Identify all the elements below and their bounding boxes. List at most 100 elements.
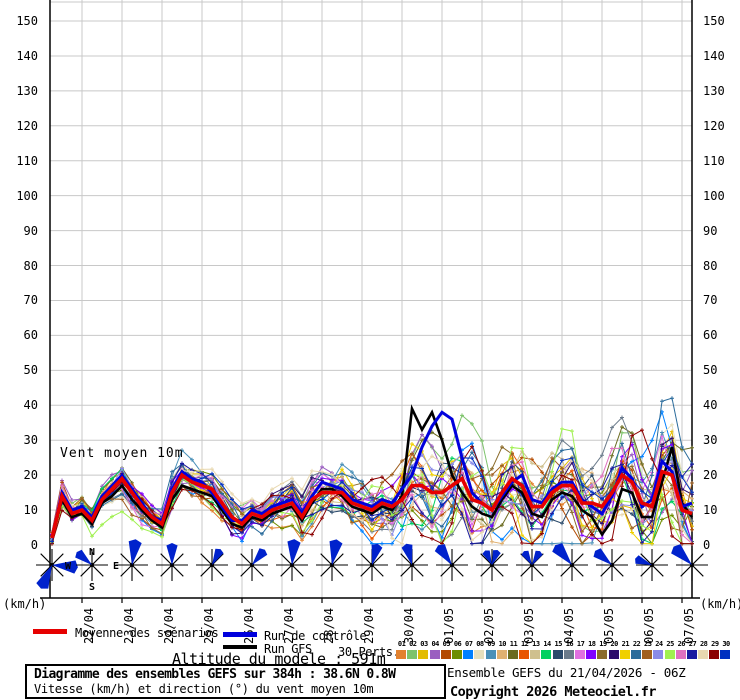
wind-direction-wedge	[671, 544, 692, 565]
member-color-swatch	[575, 650, 585, 659]
wind-direction-wedge	[635, 555, 652, 565]
member-number: 28	[699, 640, 708, 648]
member-number: 25	[666, 640, 674, 648]
y-tick-label-right: 80	[703, 258, 718, 273]
member-color-swatch	[507, 650, 518, 659]
x-date-label: 26/04	[242, 607, 256, 644]
member-color-swatch	[496, 650, 507, 659]
y-tick-label-right: 10	[703, 503, 718, 518]
member-color-swatch	[597, 650, 608, 659]
member-number: 17	[576, 640, 585, 648]
y-tick-label-left: 50	[23, 363, 38, 378]
wind-direction-wedge	[166, 543, 178, 565]
y-tick-label-left: 130	[16, 83, 38, 98]
member-number: 07	[465, 640, 473, 648]
control-line-swatch	[223, 632, 257, 637]
wind-direction-wedge	[128, 539, 142, 565]
y-tick-label-left: 110	[16, 153, 38, 168]
member-number: 27	[688, 640, 697, 648]
chart-title-box: Diagramme des ensembles GEFS sur 384h : …	[25, 664, 446, 699]
compass-label-s: S	[89, 582, 95, 593]
y-axis-unit-right: (km/h)	[700, 597, 740, 611]
y-tick-label-right: 50	[703, 363, 718, 378]
member-color-swatch	[720, 650, 731, 659]
member-color-swatch	[418, 650, 429, 659]
member-number: 29	[711, 640, 719, 648]
y-axis-unit-left: (km/h)	[3, 597, 47, 611]
member-number: 06	[453, 640, 462, 648]
wind-direction-wedge	[482, 550, 492, 565]
control-legend-label: Run de contrôle	[264, 629, 367, 643]
member-number: 03	[420, 640, 428, 648]
y-tick-label-right: 150	[703, 14, 725, 28]
y-tick-label-right: 40	[703, 398, 718, 413]
member-color-swatch	[586, 650, 597, 659]
y-tick-label-left: 20	[23, 468, 38, 483]
y-tick-label-left: 30	[23, 433, 38, 448]
member-color-swatch	[541, 650, 552, 659]
wind-direction-wedge	[75, 549, 92, 565]
wind-direction-wedge	[521, 550, 532, 565]
y-tick-label-right: 140	[703, 48, 725, 63]
member-number: 15	[554, 640, 563, 648]
member-number: 01	[397, 640, 406, 648]
y-tick-label-right: 0	[703, 538, 711, 552]
y-tick-label-right: 20	[703, 468, 718, 483]
y-tick-label-left: 90	[23, 223, 38, 238]
wind-direction-wedge	[371, 543, 383, 565]
wind-direction-wedge	[252, 548, 268, 565]
member-number: 23	[644, 640, 652, 648]
member-color-swatch	[608, 650, 619, 659]
member-color-swatch	[563, 650, 574, 659]
member-color-swatch	[653, 650, 664, 659]
y-tick-label-left: 120	[16, 118, 38, 133]
compass-label-w: W	[65, 561, 72, 572]
member-number: 30	[722, 640, 730, 648]
y-tick-label-left: 100	[16, 188, 38, 203]
y-tick-label-left: 10	[23, 503, 38, 518]
member-number-row: 01 02 03 04 05 06 07 08 09 10 11 12 13 14 15 16 17 18 19 20…	[396, 640, 732, 648]
member-number: 09	[487, 640, 495, 648]
y-tick-label-right: 30	[703, 433, 718, 448]
y-tick-label-right: 100	[703, 188, 725, 203]
wind-direction-wedge	[593, 548, 612, 565]
member-number: 19	[599, 640, 607, 648]
run-info-label: Ensemble GEFS du 21/04/2026 - 06Z	[447, 665, 686, 680]
y-tick-label-left: 60	[23, 328, 38, 343]
x-date-label: 07/05	[682, 607, 696, 644]
y-tick-label-left: 150	[16, 14, 38, 28]
mean-legend-label: Moyenne des scénarios	[75, 626, 219, 640]
member-color-swatch	[451, 650, 462, 659]
member-color-row	[396, 650, 732, 659]
ensemble-mean-line	[50, 469, 693, 539]
member-number: 08	[476, 640, 484, 648]
member-number: 13	[532, 640, 540, 648]
wind-direction-wedge	[532, 550, 543, 565]
member-color-swatch	[675, 650, 686, 659]
x-date-label: 03/05	[522, 607, 536, 644]
member-color-swatch	[429, 650, 440, 659]
member-number: 18	[588, 640, 596, 648]
x-date-label: 05/05	[602, 607, 616, 644]
member-number: 04	[431, 640, 439, 648]
x-date-label: 04/05	[562, 607, 576, 644]
y-tick-label-right: 90	[703, 223, 718, 238]
y-tick-label-left: 140	[16, 48, 38, 63]
member-color-swatch	[396, 650, 406, 659]
compass-label-e: E	[113, 561, 119, 572]
y-tick-label-left: 0	[30, 538, 38, 552]
member-number: 24	[655, 640, 663, 648]
x-date-label: 01/05	[442, 607, 456, 644]
member-number: 12	[520, 640, 529, 648]
mean-line-swatch	[33, 629, 67, 634]
member-color-swatch	[709, 650, 720, 659]
y-tick-label-right: 130	[703, 83, 725, 98]
model-altitude-label: Altitude du modele : 591m	[172, 650, 386, 668]
y-tick-label-right: 60	[703, 328, 718, 343]
chart-title: Diagramme des ensembles GEFS sur 384h : …	[34, 667, 396, 682]
member-number: 20	[610, 640, 618, 648]
member-color-swatch	[686, 650, 697, 659]
wind-direction-wedge	[52, 560, 78, 574]
